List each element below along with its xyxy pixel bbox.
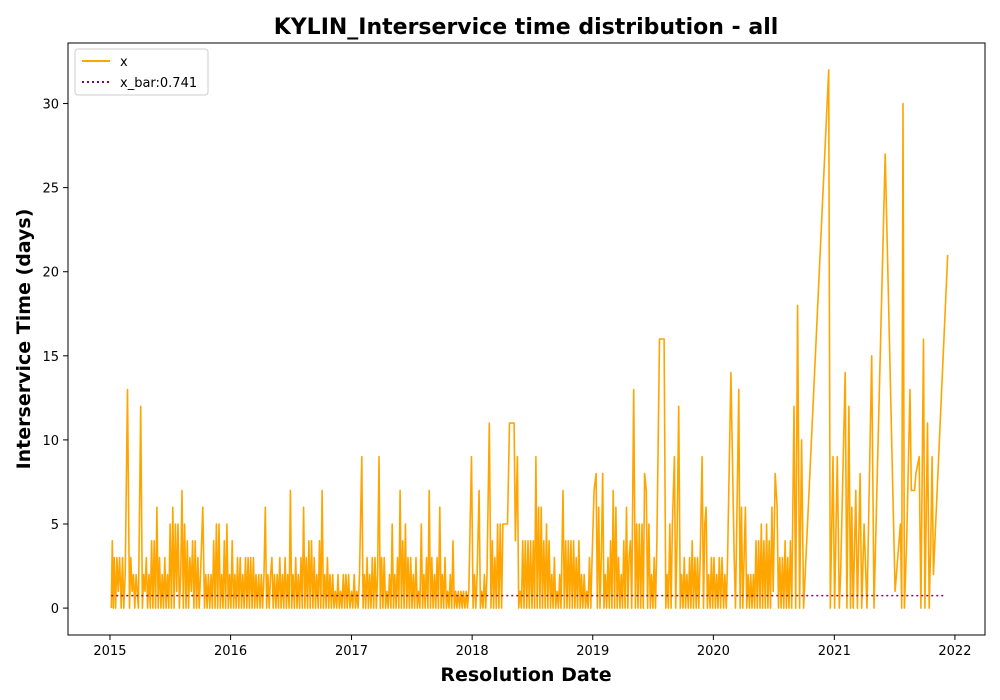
y-tick-label: 0 (51, 602, 59, 617)
x-tick-label: 2015 (93, 644, 126, 659)
plot-area (110, 69, 949, 609)
x-tick-label: 2022 (938, 644, 971, 659)
series-line-x (110, 69, 949, 609)
x-tick-label: 2016 (214, 644, 247, 659)
x-axis: 2015 2016 2017 2018 2019 2020 2021 2022 (93, 635, 971, 659)
legend-label-x: x (120, 55, 128, 70)
y-tick-label: 25 (42, 182, 59, 197)
legend-label-x-bar: x_bar:0.741 (120, 76, 197, 91)
y-tick-label: 20 (42, 266, 59, 281)
y-tick-label: 15 (42, 350, 59, 365)
y-tick-label: 10 (42, 434, 59, 449)
y-tick-label: 5 (51, 518, 59, 533)
y-tick-label: 30 (42, 98, 59, 113)
y-axis-label: Interservice Time (days) (13, 209, 35, 470)
x-tick-label: 2020 (697, 644, 730, 659)
legend: x x_bar:0.741 (74, 48, 209, 96)
x-tick-label: 2017 (335, 644, 368, 659)
axes-frame (67, 42, 986, 636)
y-axis: 0 5 10 15 20 25 30 (42, 98, 68, 617)
chart-title: KYLIN_Interservice time distribution - a… (274, 15, 779, 40)
x-tick-label: 2021 (818, 644, 851, 659)
x-tick-label: 2018 (456, 644, 489, 659)
x-axis-label: Resolution Date (440, 664, 611, 686)
x-tick-label: 2019 (576, 644, 609, 659)
